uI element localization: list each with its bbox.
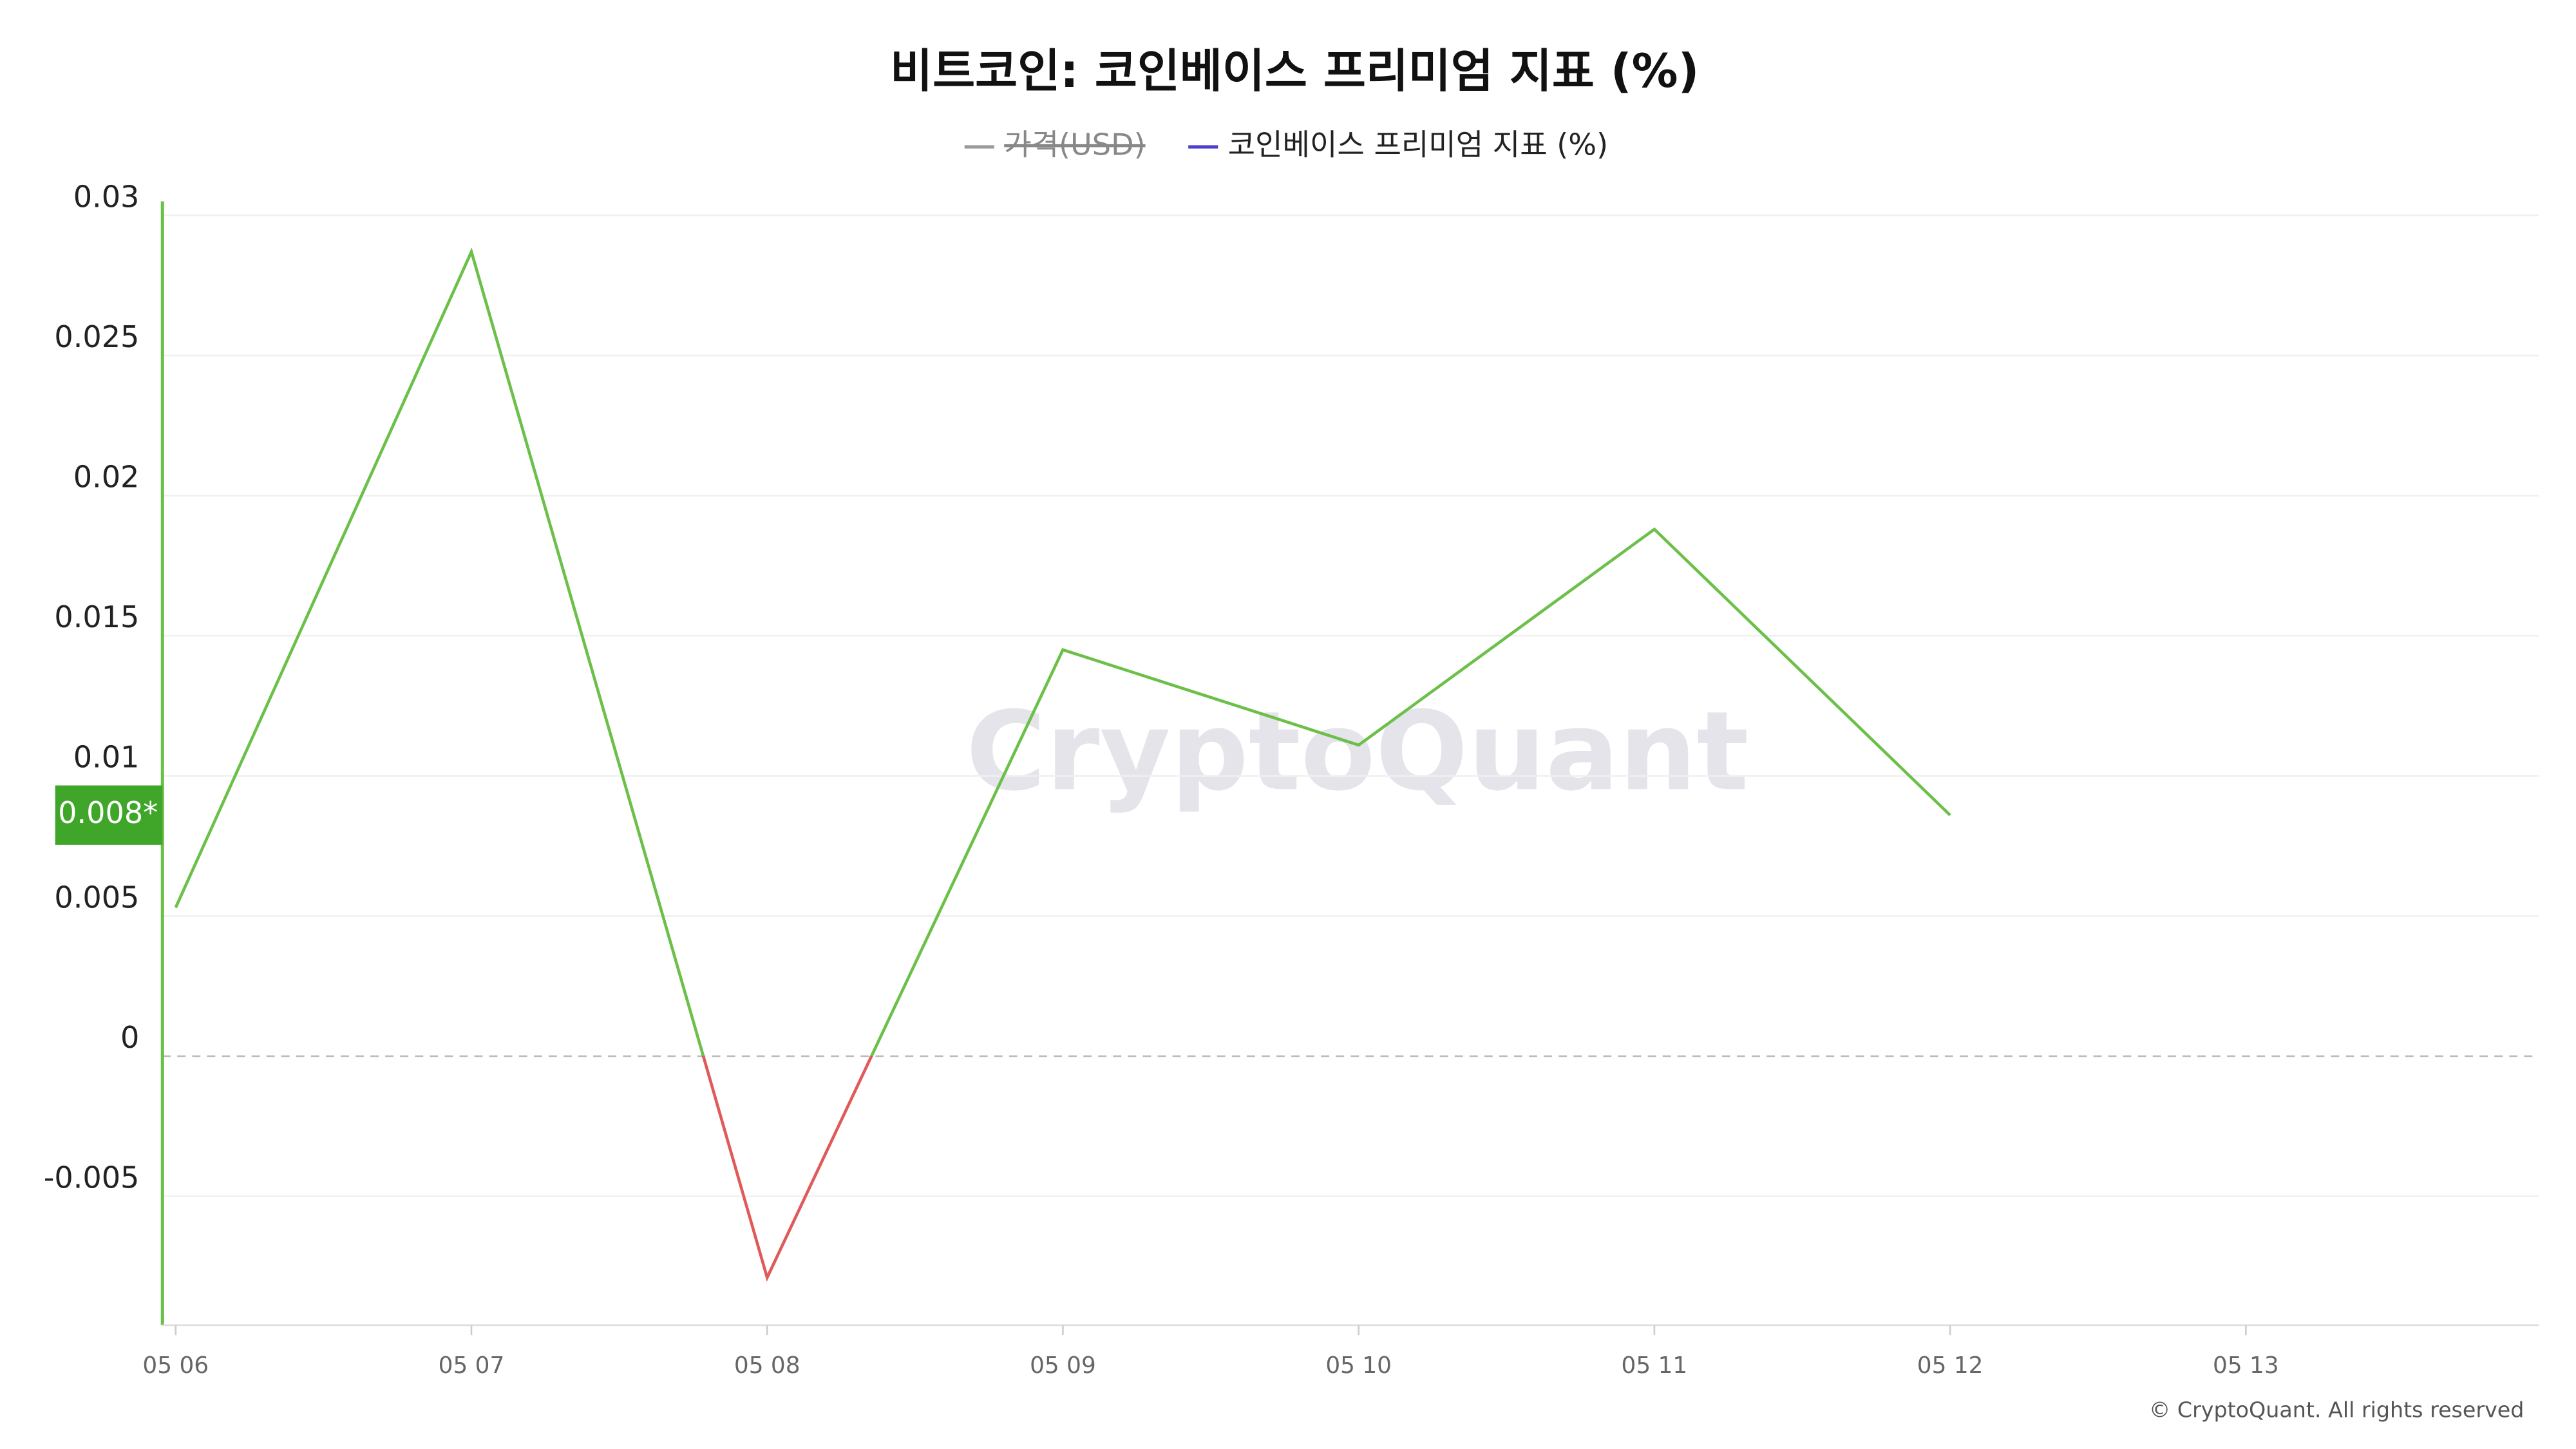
x-tick-label: 05 11 xyxy=(1622,1352,1688,1379)
y-tick-label: -0.005 xyxy=(44,1160,140,1195)
x-tick-label: 05 12 xyxy=(1917,1352,1984,1379)
x-tick-label: 05 13 xyxy=(2213,1352,2279,1379)
x-tick-label: 05 08 xyxy=(734,1352,800,1379)
x-tick-label: 05 09 xyxy=(1030,1352,1096,1379)
line-positive xyxy=(174,247,1951,1057)
watermark: CryptoQuant xyxy=(966,688,1748,815)
y-tick-label: 0.02 xyxy=(73,459,140,494)
last-value-label: 0.008* xyxy=(58,795,158,830)
legend-label: 가격(USD) xyxy=(1004,128,1145,162)
x-tick-label: 05 06 xyxy=(142,1352,209,1379)
y-tick-label: 0.01 xyxy=(73,740,140,775)
footer: © CryptoQuant. All rights reserved xyxy=(2149,1397,2524,1423)
x-tick-label: 05 10 xyxy=(1325,1352,1392,1379)
legend-item: 코인베이스 프리미엄 지표 (%) xyxy=(1188,128,1608,162)
legend-item: 가격(USD) xyxy=(964,128,1146,162)
x-tick-label: 05 07 xyxy=(439,1352,505,1379)
y-tick-label: 0.025 xyxy=(54,319,139,354)
last-value-badge xyxy=(55,785,163,845)
y-tick-label: 0.005 xyxy=(54,880,139,914)
chart-title: 비트코인: 코인베이스 프리미엄 지표 (%) xyxy=(890,44,1699,98)
legend-label: 코인베이스 프리미엄 지표 (%) xyxy=(1228,128,1608,162)
y-tick-label: 0 xyxy=(120,1020,139,1055)
y-tick-label: 0.03 xyxy=(73,179,140,214)
y-tick-label: 0.015 xyxy=(54,600,139,634)
